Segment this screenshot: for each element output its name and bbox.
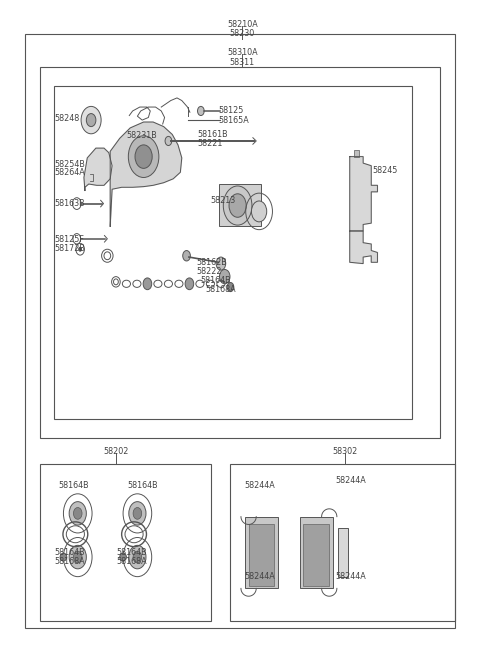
Circle shape	[143, 278, 152, 290]
Text: 58162B: 58162B	[196, 258, 227, 267]
Text: 58164B: 58164B	[59, 481, 89, 490]
Circle shape	[73, 508, 82, 519]
Text: 58164B: 58164B	[201, 276, 231, 285]
Text: 58244A: 58244A	[336, 476, 366, 485]
Text: 58244A: 58244A	[245, 481, 276, 490]
Circle shape	[252, 201, 267, 222]
Polygon shape	[350, 231, 377, 263]
Bar	[245, 517, 278, 588]
Text: 58125F: 58125F	[55, 235, 84, 244]
Circle shape	[69, 546, 86, 569]
Circle shape	[129, 546, 146, 569]
Text: 58168A: 58168A	[54, 557, 84, 566]
Ellipse shape	[60, 553, 67, 561]
Circle shape	[81, 106, 101, 134]
Text: 58213: 58213	[210, 196, 236, 205]
Text: 58168A: 58168A	[116, 557, 146, 566]
Circle shape	[223, 186, 252, 225]
Text: 58264A: 58264A	[55, 168, 85, 178]
Text: 58244A: 58244A	[336, 572, 366, 581]
Bar	[338, 529, 348, 576]
Text: 58125: 58125	[218, 107, 244, 115]
Text: 58302: 58302	[332, 447, 358, 456]
Text: 58164B: 58164B	[54, 548, 84, 557]
Text: 58202: 58202	[103, 447, 129, 456]
Bar	[230, 464, 455, 621]
Circle shape	[133, 552, 142, 563]
Text: 58210A: 58210A	[227, 20, 258, 29]
Text: 58310A: 58310A	[227, 48, 258, 57]
Circle shape	[183, 251, 191, 261]
Text: 58245: 58245	[372, 166, 398, 176]
Text: 58164B: 58164B	[128, 481, 158, 490]
Bar	[218, 184, 262, 227]
Text: 58248: 58248	[55, 114, 80, 123]
Text: 58168A: 58168A	[205, 285, 236, 294]
Bar	[249, 525, 275, 586]
Text: 58222: 58222	[196, 267, 222, 276]
Ellipse shape	[120, 553, 126, 561]
Bar	[354, 150, 360, 157]
Bar	[54, 86, 412, 419]
Text: 58172B: 58172B	[55, 244, 86, 253]
Bar	[39, 464, 211, 621]
Text: 58165A: 58165A	[218, 116, 249, 125]
Polygon shape	[350, 157, 377, 231]
Text: 58230: 58230	[230, 29, 255, 39]
Bar	[300, 517, 333, 588]
Text: 58161B: 58161B	[197, 130, 228, 139]
Circle shape	[86, 113, 96, 126]
Bar	[303, 525, 329, 586]
Text: 58163B: 58163B	[55, 199, 85, 208]
Text: 58164B: 58164B	[116, 548, 146, 557]
Text: 58231B: 58231B	[126, 130, 157, 140]
Circle shape	[73, 552, 82, 563]
Circle shape	[79, 248, 82, 251]
Circle shape	[229, 194, 246, 217]
Polygon shape	[84, 148, 112, 191]
Circle shape	[216, 257, 226, 270]
Circle shape	[129, 502, 146, 525]
Bar	[39, 67, 441, 438]
Circle shape	[133, 508, 142, 519]
Text: 58244A: 58244A	[245, 572, 276, 581]
Text: 58254B: 58254B	[55, 160, 86, 169]
Text: 58221: 58221	[197, 139, 222, 148]
Circle shape	[198, 106, 204, 115]
Circle shape	[185, 278, 194, 290]
Circle shape	[135, 145, 152, 168]
Circle shape	[227, 282, 234, 291]
Circle shape	[69, 502, 86, 525]
Circle shape	[219, 269, 230, 284]
Polygon shape	[110, 122, 182, 227]
Text: 58311: 58311	[230, 58, 255, 67]
Circle shape	[128, 136, 159, 178]
Circle shape	[165, 136, 172, 145]
